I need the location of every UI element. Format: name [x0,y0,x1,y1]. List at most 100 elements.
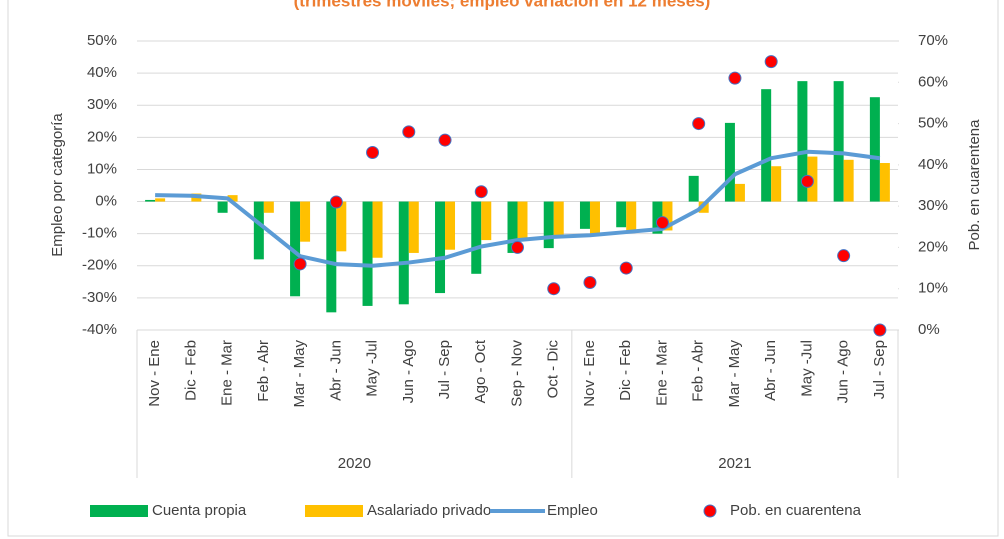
x-tick-label: Abr - Jun [327,340,344,401]
legend-swatch [90,505,148,517]
bar [843,159,854,202]
bar [336,201,347,252]
x-tick-label: May -Jul [364,340,381,397]
x-tick-label: Nov - Ene [146,340,163,407]
legend-swatch [305,505,363,517]
bar [445,201,456,250]
y-tick-label: -20% [82,257,117,274]
y-tick-label: -40% [82,321,117,338]
bar [217,201,228,213]
bar [372,201,383,258]
x-tick-label: Ago - Oct [472,339,489,403]
y2-tick-label: 0% [918,321,940,338]
x-tick-label: Abr - Jun [762,340,779,401]
point [764,55,778,69]
x-tick-label: Jul - Sep [871,340,888,399]
y-tick-label: 0% [95,193,117,210]
y-tick-label: 20% [87,128,117,145]
bar [408,201,419,253]
x-tick-label: Sep - Nov [508,340,525,407]
legend-label: Pob. en cuarentena [730,502,862,519]
y-tick-label: 10% [87,160,117,177]
point [692,117,706,131]
y-tick-label: -30% [82,289,117,306]
point [619,261,633,275]
bar [471,201,482,274]
bar [724,122,735,202]
bar [589,201,600,234]
bar [481,201,492,241]
bar [761,89,772,202]
bar [579,201,590,229]
x-tick-label: Feb - Abr [255,340,272,402]
x-tick-label: Jun - Ago [400,340,417,403]
bar [879,163,890,202]
x-tick-label: May -Jul [798,340,815,397]
bar [435,201,446,294]
bar [869,97,880,202]
bar [145,199,156,202]
legend-label: Empleo [547,502,598,519]
chart-border [7,0,999,537]
point [329,195,343,209]
point [511,240,524,254]
point [873,323,887,337]
point [583,276,597,290]
x-tick-label: Ene - Mar [653,340,670,406]
legend-swatch [703,504,717,518]
point [728,71,742,85]
bar [652,201,663,234]
x-tick-label: Jun - Ago [835,340,852,403]
legend-label: Cuenta propia [152,502,247,519]
y2-tick-label: 20% [918,238,948,255]
x-tick-label: Dic - Feb [617,340,634,401]
y2-tick-label: 70% [918,32,948,49]
chart-title: (trimestres móviles; empleo variación en… [294,0,711,10]
y-tick-label: 30% [87,96,117,113]
y2-tick-label: 50% [918,115,948,132]
point [655,216,669,230]
bar [263,201,274,213]
bar [300,201,311,242]
point [366,145,380,159]
y2-tick-label: 40% [918,156,948,173]
group-label: 2020 [338,455,371,472]
x-tick-label: Jul - Sep [436,340,453,399]
y2-axis-label: Pob. en cuarentena [966,119,983,251]
bar [253,201,264,260]
bar [734,183,745,202]
y2-tick-label: 30% [918,197,948,214]
point [837,249,851,263]
point [402,125,416,139]
y-axis-label: Empleo por categoría [49,113,66,257]
bar [227,195,238,202]
bar [626,201,637,233]
y2-tick-label: 60% [918,73,948,90]
x-tick-label: Mar - May [726,340,743,408]
legend-label: Asalariado privado [367,502,491,519]
point [293,257,307,271]
y-tick-label: -10% [82,225,117,242]
x-tick-label: Feb - Abr [690,340,707,402]
y-tick-label: 50% [87,32,117,49]
bar [155,198,166,202]
x-tick-label: Dic - Feb [182,340,199,401]
line [155,149,881,268]
x-tick-label: Nov - Ene [581,340,598,407]
point [547,282,561,296]
bar [517,201,528,239]
bar [553,201,564,237]
bar [290,201,301,297]
bar [688,175,699,202]
bar [507,201,518,253]
x-tick-label: Ene - Mar [219,340,236,406]
point [474,185,488,199]
x-tick-label: Oct - Dic [545,340,562,399]
bar [833,81,844,202]
point [800,174,814,188]
bar [662,201,673,231]
bar [543,201,554,249]
point [438,133,452,147]
bar [362,201,373,306]
